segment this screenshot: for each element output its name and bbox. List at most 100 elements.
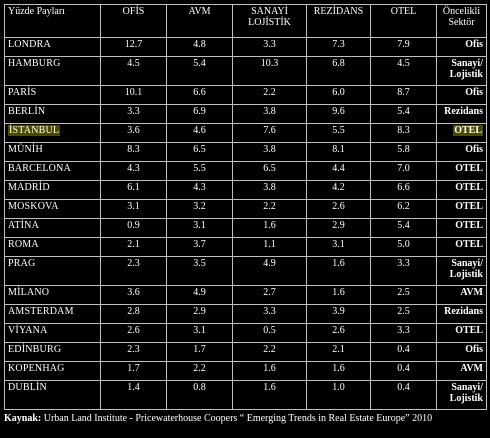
priority-sector-cell: AVM (436, 361, 487, 381)
value-cell: 6.0 (306, 85, 371, 105)
city-cell: MİLANO (4, 285, 101, 305)
value-cell: 3.3 (100, 104, 167, 124)
priority-sector-label: Sanayi/ Lojistik (449, 382, 483, 404)
city-cell: ROMA (4, 237, 101, 257)
header-hotel: OTEL (370, 4, 437, 38)
value-cell: 0.9 (100, 218, 167, 238)
priority-sector-label: Sanayi/ Lojistik (449, 258, 483, 280)
header-residence: REZİDANS (306, 4, 371, 38)
city-cell: MÜNİH (4, 142, 101, 162)
value-cell: 2.9 (166, 304, 233, 324)
priority-sector-label: Sanayi/ Lojistik (449, 58, 483, 80)
table-row: ROMA 2.1 3.7 1.1 3.1 5.0 OTEL (4, 237, 487, 257)
city-name: AMSTERDAM (8, 306, 74, 317)
value-cell: 1.7 (166, 342, 233, 362)
value-cell: 1.6 (232, 361, 307, 381)
value-cell: 3.2 (166, 199, 233, 219)
city-name: BARCELONA (8, 163, 71, 174)
header-mall: AVM (166, 4, 233, 38)
priority-sector-cell: Sanayi/ Lojistik (436, 56, 487, 86)
value-cell: 3.1 (306, 237, 371, 257)
value-cell: 6.2 (370, 199, 437, 219)
city-name: LONDRA (8, 39, 51, 50)
table-row: AMSTERDAM 2.8 2.9 3.3 3.9 2.5 Rezidans (4, 304, 487, 324)
value-cell: 4.2 (306, 180, 371, 200)
value-cell: 3.7 (166, 237, 233, 257)
table-row: MİLANO 3.6 4.9 2.7 1.6 2.5 AVM (4, 285, 487, 305)
value-cell: 2.8 (100, 304, 167, 324)
priority-sector-label: OTEL (455, 163, 483, 174)
value-cell: 1.1 (232, 237, 307, 257)
value-cell: 8.3 (100, 142, 167, 162)
table-row: BERLİN 3.3 6.9 3.8 9.6 5.4 Rezidans (4, 104, 487, 124)
city-name: MÜNİH (8, 144, 43, 155)
source-note: Kaynak: Urban Land Institute - Pricewate… (4, 413, 486, 424)
table-row: EDİNBURG 2.3 1.7 2.2 2.1 0.4 Ofis (4, 342, 487, 362)
city-cell: MOSKOVA (4, 199, 101, 219)
city-cell: BERLİN (4, 104, 101, 124)
value-cell: 5.0 (370, 237, 437, 257)
priority-sector-cell: Ofis (436, 142, 487, 162)
value-cell: 2.6 (306, 323, 371, 343)
value-cell: 5.5 (166, 161, 233, 181)
value-cell: 5.8 (370, 142, 437, 162)
priority-sector-label: Ofis (465, 39, 483, 50)
header-priority-sector: Öncelikli Sektör (436, 4, 487, 38)
city-name: MİLANO (8, 287, 50, 298)
city-cell: MADRİD (4, 180, 101, 200)
table-row: ATİNA 0.9 3.1 1.6 2.9 5.4 OTEL (4, 218, 487, 238)
city-cell: LONDRA (4, 37, 101, 57)
priority-sector-cell: Ofis (436, 37, 487, 57)
value-cell: 2.2 (166, 361, 233, 381)
value-cell: 3.3 (232, 37, 307, 57)
header-office: OFİS (100, 4, 167, 38)
priority-sector-label: OTEL (455, 325, 483, 336)
value-cell: 3.3 (370, 256, 437, 286)
value-cell: 8.1 (306, 142, 371, 162)
value-cell: 8.3 (370, 123, 437, 143)
value-cell: 1.6 (232, 380, 307, 410)
table-row: MOSKOVA 3.1 3.2 2.2 2.6 6.2 OTEL (4, 199, 487, 219)
value-cell: 7.3 (306, 37, 371, 57)
city-name: ATİNA (8, 220, 39, 231)
value-cell: 3.1 (166, 323, 233, 343)
value-cell: 5.5 (306, 123, 371, 143)
value-cell: 6.9 (166, 104, 233, 124)
value-cell: 3.8 (232, 142, 307, 162)
value-cell: 3.6 (100, 285, 167, 305)
value-cell: 0.5 (232, 323, 307, 343)
value-cell: 10.3 (232, 56, 307, 86)
city-name: PRAG (8, 258, 36, 269)
value-cell: 1.6 (232, 218, 307, 238)
city-name: KOPENHAG (8, 363, 65, 374)
city-name: EDİNBURG (8, 344, 62, 355)
value-cell: 4.5 (100, 56, 167, 86)
priority-sector-label: Rezidans (444, 306, 483, 317)
priority-sector-label: Ofis (465, 144, 483, 155)
value-cell: 7.0 (370, 161, 437, 181)
city-cell: EDİNBURG (4, 342, 101, 362)
priority-sector-cell: Sanayi/ Lojistik (436, 380, 487, 410)
value-cell: 4.3 (100, 161, 167, 181)
priority-sector-label: OTEL (453, 125, 483, 136)
city-name: ROMA (8, 239, 39, 250)
priority-sector-cell: OTEL (436, 199, 487, 219)
source-text: Urban Land Institute - Pricewaterhouse C… (41, 413, 433, 424)
priority-sector-cell: OTEL (436, 323, 487, 343)
table-row: BARCELONA 4.3 5.5 6.5 4.4 7.0 OTEL (4, 161, 487, 181)
value-cell: 2.6 (306, 199, 371, 219)
value-cell: 3.6 (100, 123, 167, 143)
priority-sector-cell: Rezidans (436, 104, 487, 124)
city-cell: İSTANBUL (4, 123, 101, 143)
value-cell: 1.7 (100, 361, 167, 381)
value-cell: 4.9 (232, 256, 307, 286)
value-cell: 3.8 (232, 104, 307, 124)
value-cell: 2.2 (232, 199, 307, 219)
value-cell: 6.8 (306, 56, 371, 86)
value-cell: 4.6 (166, 123, 233, 143)
value-cell: 2.1 (100, 237, 167, 257)
value-cell: 2.7 (232, 285, 307, 305)
table-row: MÜNİH 8.3 6.5 3.8 8.1 5.8 Ofis (4, 142, 487, 162)
value-cell: 9.6 (306, 104, 371, 124)
city-name: HAMBURG (8, 58, 61, 69)
